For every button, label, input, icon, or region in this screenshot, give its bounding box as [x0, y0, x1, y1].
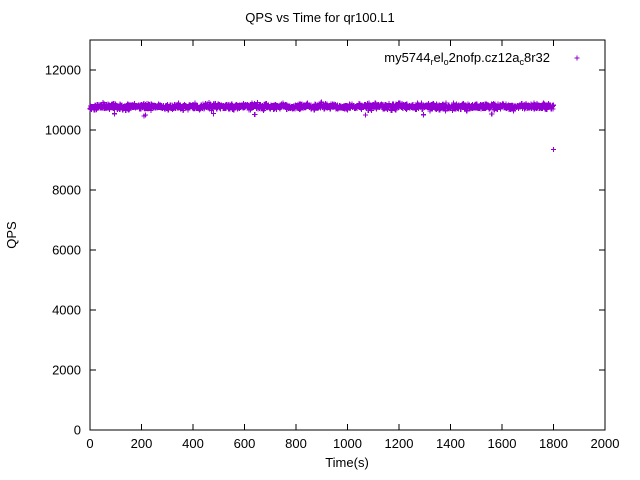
- y-axis-title: QPS: [4, 221, 19, 249]
- x-tick-label: 1400: [436, 436, 465, 451]
- x-tick-label: 0: [86, 436, 93, 451]
- data-point: [489, 111, 495, 117]
- legend-key-marker: [574, 55, 580, 61]
- data-point-outlier: [550, 146, 557, 153]
- x-tick-label: 600: [234, 436, 256, 451]
- data-point: [420, 112, 427, 118]
- x-tick-label: 2000: [591, 436, 620, 451]
- x-tick-label: 1800: [539, 436, 568, 451]
- y-tick-label: 0: [74, 423, 81, 438]
- plot-frame: [89, 39, 606, 431]
- data-point: [393, 107, 399, 113]
- x-tick-label: 1600: [488, 436, 517, 451]
- legend-entry-label: my5744relo2nofp.cz12ac8r32: [384, 50, 550, 67]
- data-point: [550, 102, 557, 108]
- data-point: [211, 111, 217, 117]
- y-tick-label: 12000: [45, 63, 81, 78]
- data-point: [369, 107, 375, 114]
- data-point: [111, 111, 118, 117]
- legend-key-plus: [574, 55, 580, 61]
- y-tick-label: 2000: [52, 363, 81, 378]
- y-tick-label: 10000: [45, 123, 81, 138]
- x-tick-label: 800: [285, 436, 307, 451]
- data-point: [142, 112, 148, 118]
- data-point: [362, 112, 369, 118]
- y-tick-label: 8000: [52, 183, 81, 198]
- x-tick-label: 1000: [333, 436, 362, 451]
- data-point: [252, 111, 258, 117]
- chart-title: QPS vs Time for qr100.L1: [245, 10, 395, 25]
- x-tick-label: 200: [131, 436, 153, 451]
- x-axis-ticks: 0 200 400 600 800 1000 1200 1400 1600 1800 2000: [86, 40, 619, 451]
- y-tick-label: 6000: [52, 243, 81, 258]
- y-axis-ticks: 0 2000 4000 6000 8000 10000 12000: [45, 63, 605, 438]
- x-tick-label: 1200: [385, 436, 414, 451]
- x-tick-label: 400: [182, 436, 204, 451]
- x-axis-title: Time(s): [325, 455, 369, 470]
- y-tick-label: 4000: [52, 303, 81, 318]
- data-series-points: [87, 99, 557, 153]
